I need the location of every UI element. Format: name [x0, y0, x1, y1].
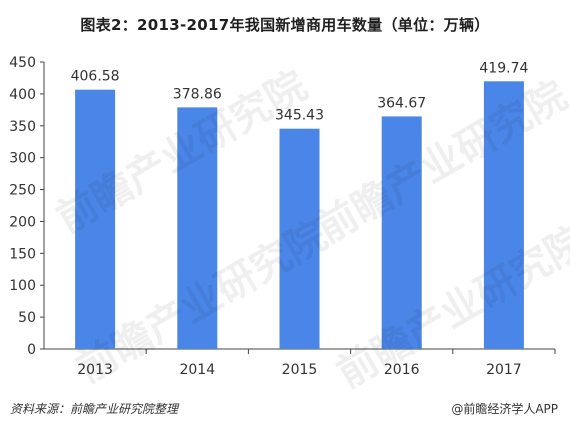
- y-tick-label: 400: [9, 87, 36, 103]
- bar: [381, 116, 422, 350]
- bar: [75, 89, 116, 349]
- source-note: 资料来源：前瞻产业研究院整理: [10, 402, 179, 416]
- x-tick-label: 2017: [486, 362, 522, 378]
- data-label: 419.74: [479, 60, 528, 76]
- y-tick-label: 250: [9, 183, 36, 199]
- y-tick-label: 150: [9, 246, 36, 262]
- bar: [483, 81, 524, 349]
- y-tick-label: 450: [9, 55, 36, 71]
- x-tick-label: 2014: [179, 362, 215, 378]
- y-tick-label: 0: [27, 342, 36, 358]
- x-tick-label: 2015: [282, 362, 318, 378]
- y-tick-label: 100: [9, 278, 36, 294]
- bar: [177, 107, 218, 349]
- y-tick-label: 350: [9, 119, 36, 135]
- brand-note: @前瞻经济学人APP: [451, 402, 558, 416]
- data-label: 345.43: [275, 108, 324, 124]
- data-label: 406.58: [71, 69, 120, 85]
- data-label: 378.86: [173, 86, 222, 102]
- x-tick-label: 2016: [384, 362, 420, 378]
- y-tick-label: 200: [9, 214, 36, 230]
- bar: [279, 128, 320, 349]
- data-label: 364.67: [377, 95, 426, 111]
- x-tick-label: 2013: [77, 362, 113, 378]
- y-tick-label: 300: [9, 151, 36, 167]
- chart-title: 图表2：2013-2017年我国新增商用车数量（单位：万辆）: [80, 16, 490, 34]
- y-tick-label: 50: [18, 310, 36, 326]
